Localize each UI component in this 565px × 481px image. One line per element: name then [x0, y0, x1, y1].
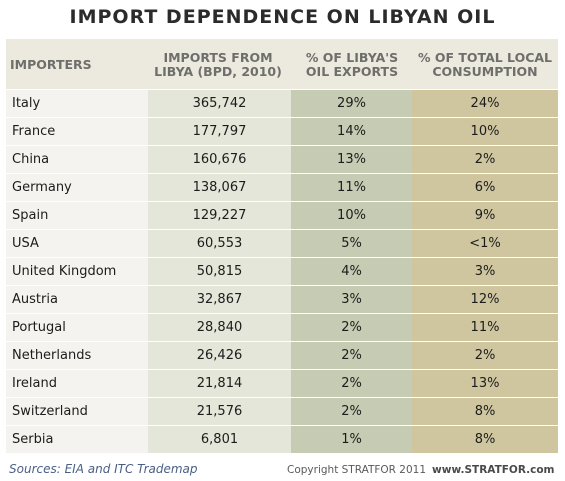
cell-imports-bpd: 60,553 [196, 236, 243, 251]
cell-pct-libya-exports: 5% [341, 236, 362, 251]
cell-importer: Italy [12, 96, 41, 111]
table-row: Serbia 6,801 1% 8% [6, 425, 558, 453]
table-row: Portugal 28,840 2% 11% [6, 313, 558, 341]
cell-imports-bpd: 129,227 [192, 208, 247, 223]
cell-pct-local-consumption: 8% [474, 404, 496, 419]
cell-pct-local-consumption: 6% [474, 180, 496, 195]
cell-imports-bpd: 50,815 [196, 264, 243, 279]
copyright-line: Copyright STRATFOR 2011 www.STRATFOR.com [287, 464, 562, 476]
table-row: Switzerland 21,576 2% 8% [6, 397, 558, 425]
cell-imports-bpd: 21,814 [196, 376, 243, 391]
cell-pct-libya-exports: 13% [337, 152, 366, 167]
column-background-exports-share [291, 89, 412, 453]
table-row: Netherlands 26,426 2% 2% [6, 341, 558, 369]
cell-importer: Netherlands [12, 348, 92, 363]
cell-pct-local-consumption: 8% [474, 432, 496, 447]
cell-imports-bpd: 365,742 [192, 96, 247, 111]
header-pct-libya-exports: % OF LIBYA'S OIL EXPORTS [305, 50, 399, 79]
cell-pct-libya-exports: 2% [341, 404, 362, 419]
column-background-imports [148, 89, 291, 453]
cell-imports-bpd: 138,067 [192, 180, 247, 195]
table-row: Austria 32,867 3% 12% [6, 285, 558, 313]
cell-pct-libya-exports: 2% [341, 320, 362, 335]
cell-importer: USA [12, 236, 39, 251]
table-row: United Kingdom 50,815 4% 3% [6, 257, 558, 285]
table-row: Germany 138,067 11% 6% [6, 173, 558, 201]
cell-importer: Portugal [12, 320, 66, 335]
table-row: USA 60,553 5% <1% [6, 229, 558, 257]
cell-pct-libya-exports: 10% [337, 208, 366, 223]
cell-imports-bpd: 177,797 [192, 124, 247, 139]
header-pct-local-consumption: % OF TOTAL LOCAL CONSUMPTION [417, 50, 553, 79]
table-row: Italy 365,742 29% 24% [6, 89, 558, 117]
table-row: Ireland 21,814 2% 13% [6, 369, 558, 397]
cell-pct-libya-exports: 4% [341, 264, 362, 279]
cell-importer: France [12, 124, 56, 139]
column-background-importers [6, 89, 148, 453]
cell-imports-bpd: 21,576 [196, 404, 243, 419]
cell-pct-libya-exports: 3% [341, 292, 362, 307]
sources-note: Sources: EIA and ITC Trademap [9, 462, 198, 476]
cell-importer: United Kingdom [12, 264, 117, 279]
cell-pct-local-consumption: 3% [474, 264, 496, 279]
cell-pct-libya-exports: 11% [337, 180, 366, 195]
header-imports-from-libya: IMPORTS FROM LIBYA (BPD, 2010) [154, 50, 282, 79]
table-row: China 160,676 13% 2% [6, 145, 558, 173]
cell-imports-bpd: 26,426 [196, 348, 243, 363]
cell-importer: Serbia [12, 432, 54, 447]
cell-pct-local-consumption: 2% [474, 348, 496, 363]
cell-imports-bpd: 160,676 [192, 152, 247, 167]
cell-importer: Austria [12, 292, 58, 307]
cell-pct-local-consumption: <1% [469, 236, 501, 251]
cell-pct-local-consumption: 12% [470, 292, 500, 307]
cell-pct-local-consumption: 10% [470, 124, 500, 139]
table-row: Spain 129,227 10% 9% [6, 201, 558, 229]
cell-importer: China [12, 152, 50, 167]
cell-pct-libya-exports: 1% [341, 432, 362, 447]
cell-pct-local-consumption: 24% [470, 96, 500, 111]
chart-title: IMPORT DEPENDENCE ON LIBYAN OIL [69, 6, 496, 28]
cell-pct-libya-exports: 2% [341, 376, 362, 391]
table-row: France 177,797 14% 10% [6, 117, 558, 145]
data-table: Italy 365,742 29% 24% France 177,797 14% 10% Chi… [6, 89, 558, 453]
cell-pct-libya-exports: 2% [341, 348, 362, 363]
cell-pct-local-consumption: 2% [474, 152, 496, 167]
website-text: www.STRATFOR.com [432, 464, 555, 476]
cell-pct-libya-exports: 29% [337, 96, 366, 111]
cell-pct-local-consumption: 9% [474, 208, 496, 223]
table-header: IMPORTERS IMPORTS FROM LIBYA (BPD, 2010)… [6, 39, 558, 91]
cell-imports-bpd: 32,867 [196, 292, 243, 307]
cell-pct-libya-exports: 14% [337, 124, 366, 139]
cell-importer: Germany [12, 180, 72, 195]
cell-imports-bpd: 6,801 [200, 432, 239, 447]
header-importers: IMPORTERS [10, 57, 92, 72]
cell-importer: Spain [12, 208, 49, 223]
copyright-text: Copyright STRATFOR 2011 [287, 464, 427, 476]
cell-imports-bpd: 28,840 [196, 320, 243, 335]
cell-importer: Switzerland [12, 404, 88, 419]
cell-importer: Ireland [12, 376, 57, 391]
column-background-consumption-share [412, 89, 558, 453]
cell-pct-local-consumption: 13% [470, 376, 500, 391]
cell-pct-local-consumption: 11% [470, 320, 500, 335]
